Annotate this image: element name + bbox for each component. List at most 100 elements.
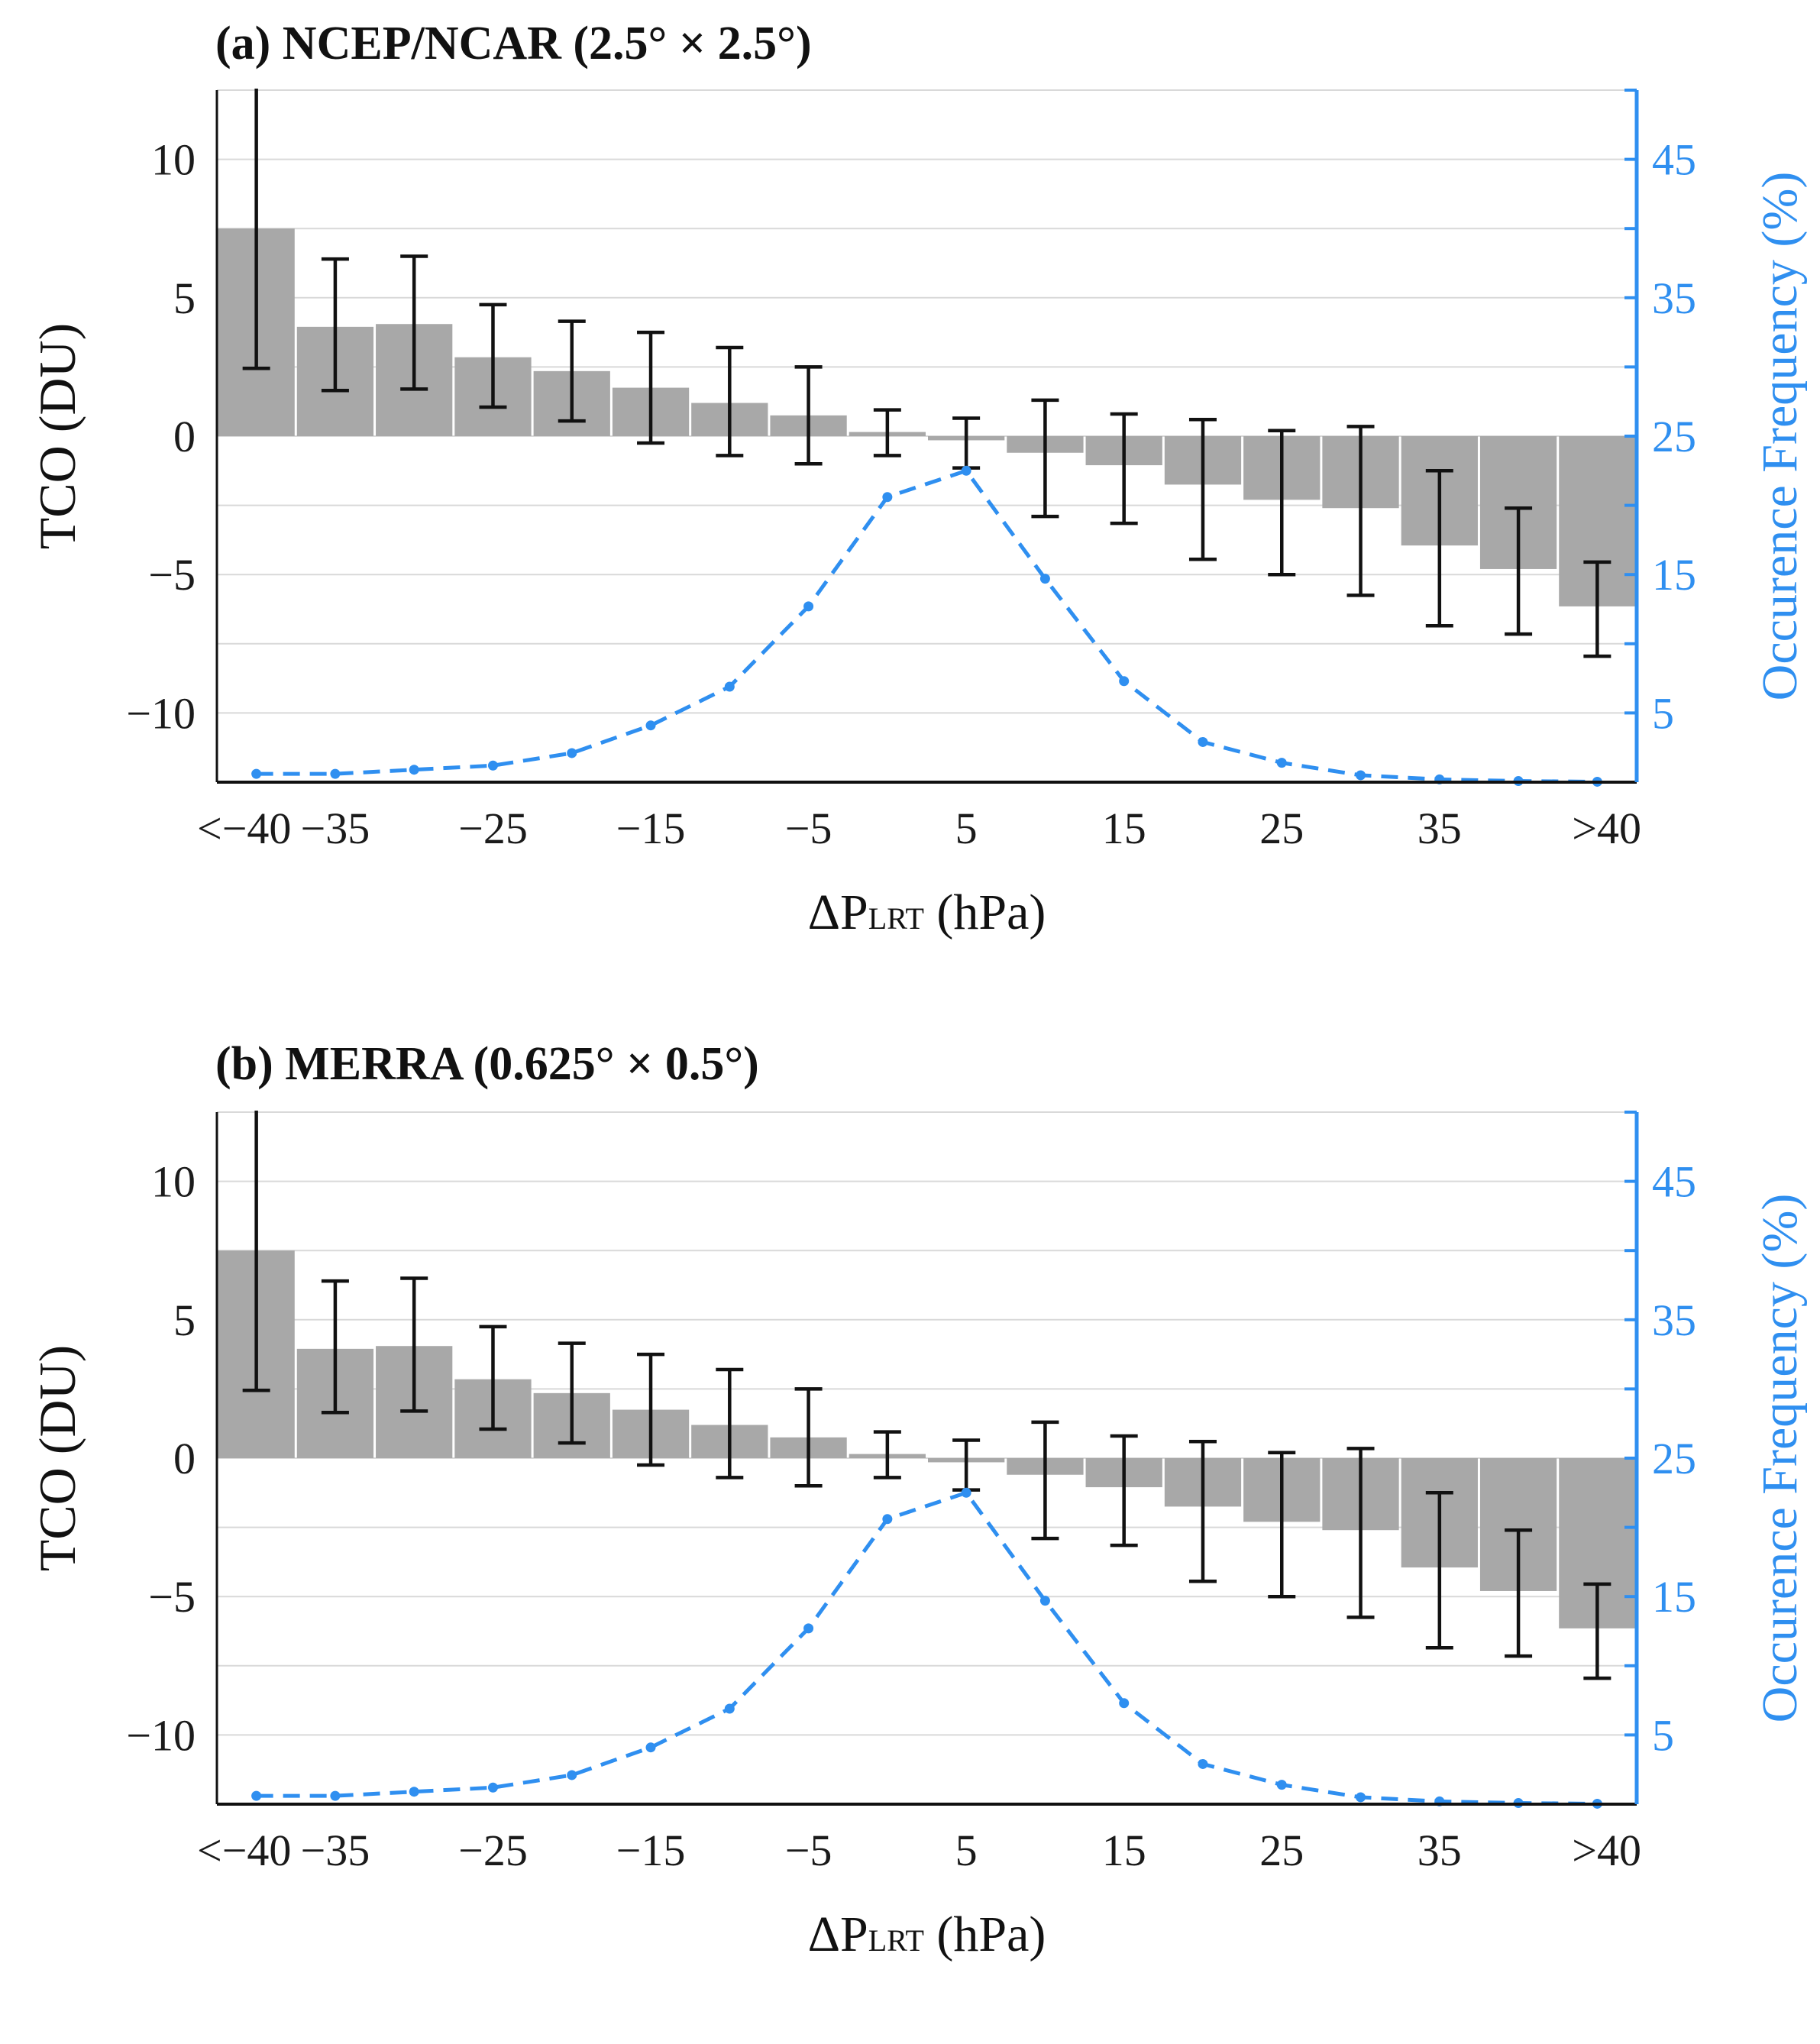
axis-labels: 10 5 0 −5 −10 45 35 25 15 5 <−40 −35 −25 −15 −5 5 15 25 35… bbox=[28, 135, 1808, 940]
y-tick-label: −5 bbox=[148, 1572, 196, 1622]
frequency-point bbox=[882, 492, 893, 503]
frequency-point bbox=[409, 765, 419, 775]
y-tick-label: 10 bbox=[151, 135, 196, 185]
y-tick-label: −10 bbox=[126, 688, 196, 738]
chart-svg-a: 10 5 0 −5 −10 45 35 25 15 5 <−40 −35 −25 −15 −5 5 15 25 35… bbox=[28, 89, 1808, 940]
x-tick-label: 5 bbox=[955, 804, 978, 853]
frequency-point bbox=[1276, 758, 1287, 768]
y-tick-label: 0 bbox=[173, 412, 196, 461]
frequency-point bbox=[882, 1514, 893, 1525]
frequency-line-series bbox=[251, 465, 1602, 787]
frequency-point bbox=[330, 1790, 341, 1801]
frequency-point bbox=[1198, 1758, 1208, 1769]
chart-panel-b: (b) MERRA (0.625° × 0.5°) 10 5 0 −5 −10 45 35 2… bbox=[0, 1022, 1820, 2044]
frequency-point bbox=[567, 748, 577, 758]
tco-bars bbox=[218, 1250, 1636, 1628]
y2-tick-label: 25 bbox=[1652, 412, 1696, 461]
chart-svg-b: 10 5 0 −5 −10 45 35 25 15 5 <−40 −35 −25 −15 −5 5 15 25 35… bbox=[28, 1111, 1808, 1962]
frequency-point bbox=[1276, 1780, 1287, 1790]
x-tick-label: −25 bbox=[458, 1826, 528, 1875]
y2-tick-label: 5 bbox=[1652, 1710, 1674, 1760]
frequency-point bbox=[803, 1623, 814, 1634]
x-tick-label: −25 bbox=[458, 804, 528, 853]
x-tick-label: −5 bbox=[785, 804, 832, 853]
x-tick-label: −35 bbox=[301, 804, 370, 853]
y2-tick-label: 15 bbox=[1652, 550, 1696, 600]
frequency-line-series bbox=[251, 1487, 1602, 1809]
x-tick-label: 35 bbox=[1418, 1826, 1462, 1875]
y2-tick-label: 15 bbox=[1652, 1572, 1696, 1622]
frequency-point bbox=[645, 1742, 656, 1753]
x-tick-label: 15 bbox=[1102, 804, 1146, 853]
frequency-point bbox=[251, 768, 262, 779]
grid-lines bbox=[217, 1111, 1637, 1736]
y2-tick-label: 35 bbox=[1652, 1295, 1696, 1345]
frequency-point bbox=[1039, 574, 1050, 584]
x-tick-label: −35 bbox=[301, 1826, 370, 1875]
x-axis-title: ΔPLRT (hPa) bbox=[808, 1907, 1046, 1962]
grid-lines bbox=[217, 89, 1637, 714]
x-axis-title-unit: (hPa) bbox=[924, 1907, 1046, 1962]
x-axis-title-subscript: LRT bbox=[868, 1923, 924, 1958]
y-tick-label: 10 bbox=[151, 1157, 196, 1207]
x-tick-label: >40 bbox=[1572, 804, 1641, 853]
frequency-line bbox=[256, 1490, 1598, 1806]
error-bars bbox=[242, 89, 1611, 658]
y-tick-label: −10 bbox=[126, 1710, 196, 1760]
chart-title: (b) MERRA (0.625° × 0.5°) bbox=[215, 1038, 759, 1090]
y2-tick-label: 45 bbox=[1652, 135, 1696, 185]
y-tick-label: −5 bbox=[148, 550, 196, 600]
axes bbox=[215, 89, 1639, 784]
axes bbox=[215, 1111, 1639, 1806]
frequency-point bbox=[724, 1703, 735, 1714]
x-axis-title-subscript: LRT bbox=[868, 901, 924, 936]
frequency-point bbox=[251, 1790, 262, 1801]
x-tick-label: 25 bbox=[1259, 804, 1304, 853]
frequency-point bbox=[961, 1487, 971, 1498]
y2-tick-label: 5 bbox=[1652, 688, 1674, 738]
frequency-line bbox=[256, 468, 1598, 784]
x-tick-label: −15 bbox=[616, 1826, 686, 1875]
x-tick-label: >40 bbox=[1572, 1826, 1641, 1875]
tco-bars bbox=[218, 228, 1636, 606]
frequency-point bbox=[1356, 770, 1366, 781]
y-axis-title: TCO (DU) bbox=[28, 323, 86, 550]
x-tick-label: 15 bbox=[1102, 1826, 1146, 1875]
y-tick-label: 5 bbox=[173, 1295, 196, 1345]
y2-axis-title: Occurence Frequency (%) bbox=[1752, 1194, 1808, 1723]
x-tick-label: <−40 bbox=[197, 804, 291, 853]
frequency-point bbox=[1356, 1792, 1366, 1803]
frequency-point bbox=[645, 720, 656, 731]
y2-tick-label: 25 bbox=[1652, 1434, 1696, 1483]
frequency-point bbox=[1198, 736, 1208, 747]
frequency-point bbox=[1119, 1698, 1130, 1709]
chart-panel-a: (a) NCEP/NCAR (2.5° × 2.5°) 10 5 0 −5 −10 45 3… bbox=[28, 18, 1808, 940]
y2-axis-title: Occurence Frequency (%) bbox=[1752, 172, 1808, 701]
y-tick-label: 0 bbox=[173, 1434, 196, 1483]
error-bars bbox=[242, 1111, 1611, 1680]
x-axis-title-unit: (hPa) bbox=[924, 885, 1046, 940]
x-tick-label: 25 bbox=[1259, 1826, 1304, 1875]
y-axis-title: TCO (DU) bbox=[28, 1345, 86, 1572]
x-tick-label: <−40 bbox=[197, 1826, 291, 1875]
frequency-point bbox=[803, 601, 814, 612]
frequency-point bbox=[409, 1787, 419, 1797]
y2-tick-label: 35 bbox=[1652, 273, 1696, 323]
x-tick-label: −15 bbox=[616, 804, 686, 853]
x-axis-title: ΔPLRT (hPa) bbox=[808, 885, 1046, 940]
frequency-point bbox=[1119, 676, 1130, 687]
x-tick-label: 35 bbox=[1418, 804, 1462, 853]
x-tick-label: −5 bbox=[785, 1826, 832, 1875]
frequency-point bbox=[487, 760, 498, 771]
frequency-point bbox=[1039, 1596, 1050, 1606]
frequency-point bbox=[567, 1770, 577, 1780]
frequency-point bbox=[961, 465, 971, 476]
chart-title: (a) NCEP/NCAR (2.5° × 2.5°) bbox=[215, 18, 812, 70]
x-axis-title-main: ΔP bbox=[808, 885, 868, 940]
frequency-point bbox=[330, 768, 341, 779]
x-tick-label: 5 bbox=[955, 1826, 978, 1875]
y2-tick-label: 45 bbox=[1652, 1157, 1696, 1207]
frequency-point bbox=[724, 681, 735, 692]
x-axis-title-main: ΔP bbox=[808, 1907, 868, 1962]
y-tick-label: 5 bbox=[173, 273, 196, 323]
